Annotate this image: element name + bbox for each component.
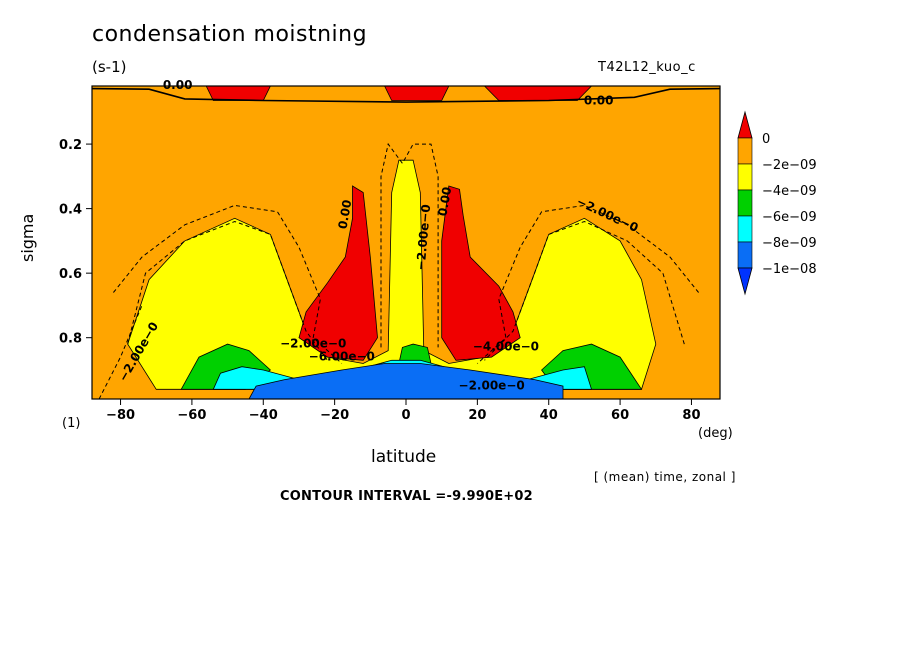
contour-label: 0.00: [163, 78, 193, 92]
x-tick-label: 60: [611, 408, 629, 423]
y-tick-label: 0.2: [59, 138, 82, 153]
units-label: (s-1): [92, 58, 127, 76]
region-blue-band: [248, 363, 564, 400]
contour-interval-label: CONTOUR INTERVAL =-9.990E+02: [280, 489, 533, 504]
colorbar-label: −1e−08: [762, 262, 817, 277]
x-tick-label: −80: [106, 408, 135, 423]
contour-label: −2.00e−0: [414, 204, 434, 271]
colorbar-label: −4e−09: [762, 184, 817, 199]
colorbar-label: −6e−09: [762, 210, 817, 225]
colorbar-label: 0: [762, 132, 770, 147]
x-tick-label: 0: [401, 408, 410, 423]
x-tick-label: 80: [682, 408, 700, 423]
x-tick-label: −20: [320, 408, 349, 423]
colorbar-bottom-arrow: [737, 267, 753, 296]
run-id-label: T42L12_kuo_c: [598, 60, 696, 75]
x-axis-label: latitude: [371, 447, 437, 467]
x-tick-label: 40: [540, 408, 558, 423]
colorbar-top-arrow: [737, 110, 753, 139]
colorbar-segment: [737, 241, 753, 269]
y-tick-label: 0.4: [59, 203, 82, 218]
y-tick-label: 0.8: [59, 332, 82, 347]
colorbar-label: −8e−09: [762, 236, 817, 251]
aux-label: (1): [62, 416, 81, 431]
chart-title: condensation moistning: [92, 22, 368, 47]
region-red-top-2: [383, 85, 450, 101]
x-tick-label: −60: [177, 408, 206, 423]
x-tick-label: −40: [249, 408, 278, 423]
dashed-contour-2: [127, 220, 328, 361]
x-axis-unit: (deg): [698, 426, 733, 441]
contour-label: 0.00: [336, 199, 355, 231]
averaging-note: [ (mean) time, zonal ]: [594, 470, 736, 484]
colorbar-segment: [737, 163, 753, 191]
colorbar-segment: [737, 215, 753, 243]
contour-label: 0.00: [435, 186, 454, 218]
dashed-contour-0: [113, 204, 343, 364]
region-yellow-left: [127, 159, 657, 390]
zero-contour-line: [91, 87, 721, 103]
region-red-top-3: [483, 85, 593, 101]
dashed-contour-1: [477, 204, 699, 364]
contour-label: −4.00e−0: [473, 340, 539, 354]
region-red-right: [441, 185, 521, 361]
y-tick-label: 0.6: [59, 267, 82, 282]
colorbar-label: −2e−09: [762, 158, 817, 173]
colorbar-segment: [737, 189, 753, 217]
colorbar-segment: [737, 137, 753, 165]
region-red-left: [298, 185, 378, 361]
dashed-contour-4: [380, 142, 439, 348]
region-red-top-1: [205, 85, 272, 101]
contour-label: 0.00: [584, 94, 614, 108]
contour-label: −6.00e−0: [309, 349, 375, 363]
contour-label: −2.00e−0: [280, 336, 346, 350]
dashed-contour-5: [98, 305, 143, 400]
contour-label: −2.00e−0: [459, 378, 525, 392]
x-tick-label: 20: [468, 408, 486, 423]
